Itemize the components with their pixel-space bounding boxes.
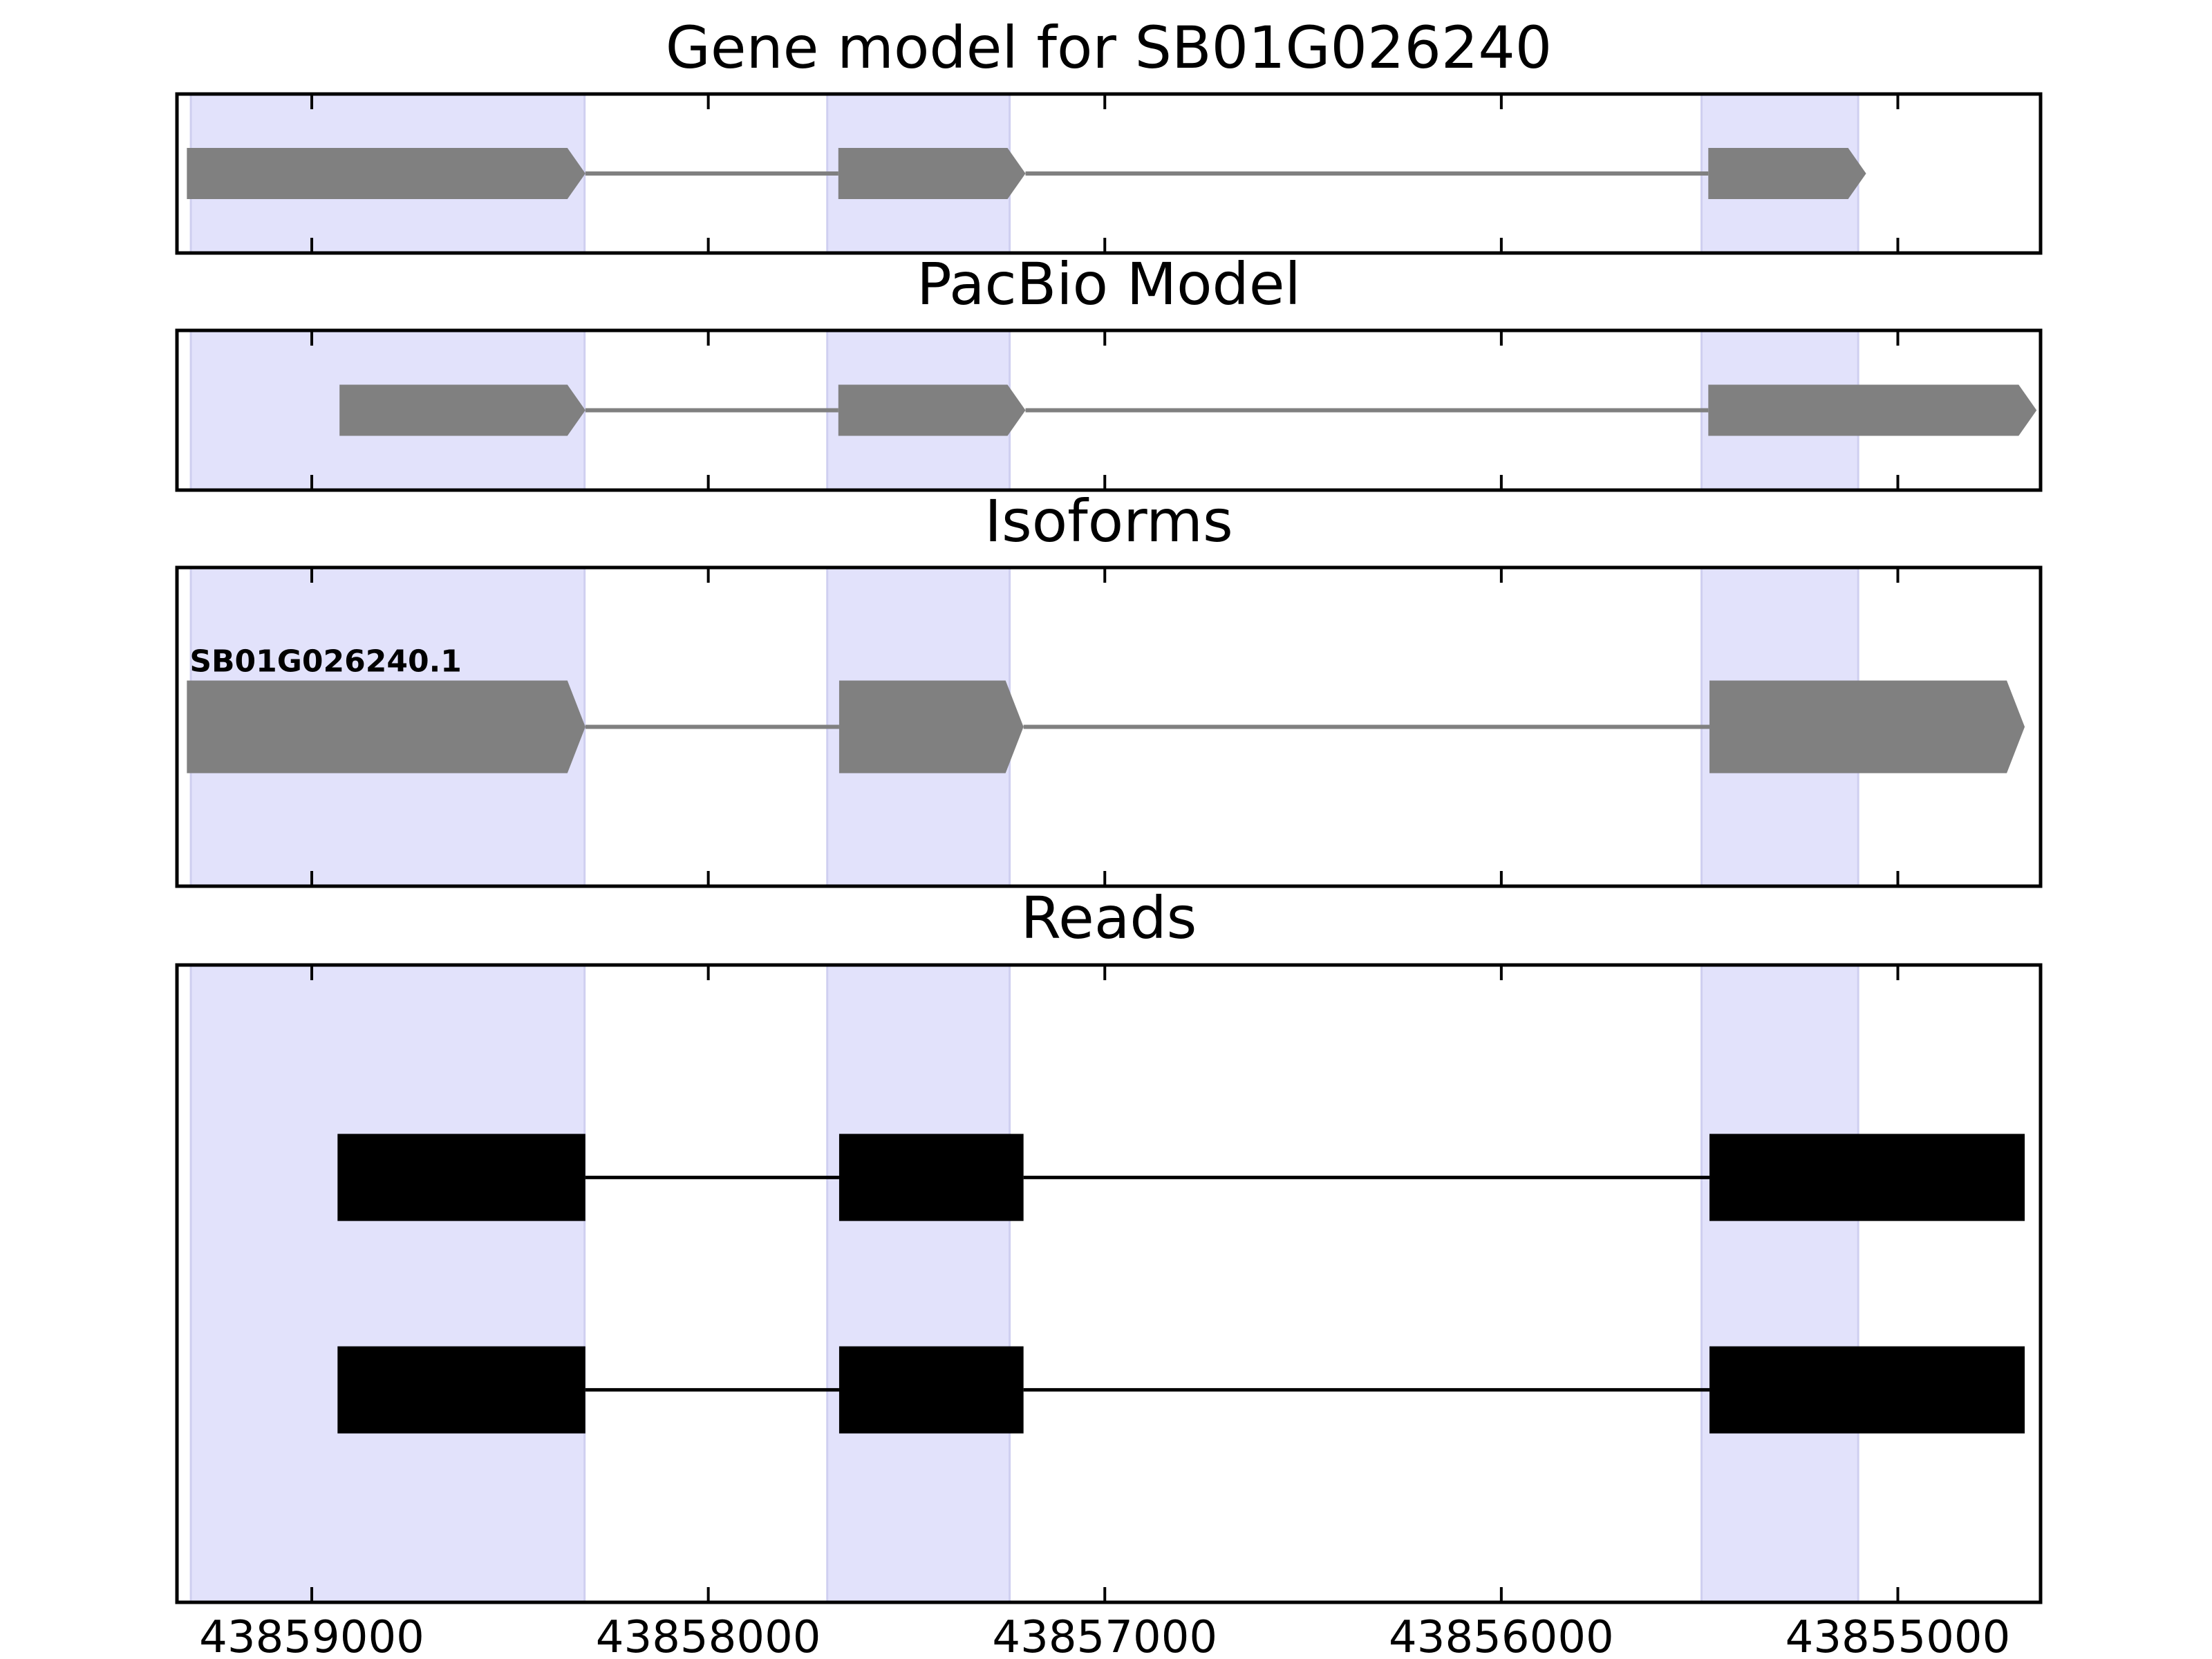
- reads-frame: [175, 963, 2043, 1604]
- x-tick-label: 43856000: [1389, 1612, 1614, 1659]
- exon-arrow: [187, 148, 585, 199]
- x-tick-label: 43859000: [199, 1612, 424, 1659]
- gene-model-frame: [175, 92, 2043, 255]
- gene-model-title: Gene model for SB01G026240: [666, 14, 1552, 82]
- reads-title: Reads: [1021, 884, 1197, 952]
- transcript-model: SB01G026240.1: [187, 644, 2025, 774]
- x-tick-label: 43857000: [992, 1612, 1217, 1659]
- isoforms-title: Isoforms: [984, 487, 1233, 555]
- read-exon-block: [838, 1346, 1024, 1434]
- highlight-region: [1700, 964, 1859, 1604]
- pacbio-model-panel: PacBio Model: [175, 250, 2043, 492]
- exon-arrow: [1708, 148, 1866, 199]
- read-track: [337, 1346, 2025, 1434]
- exon-arrow: [1708, 384, 2037, 436]
- read-exon-block: [1709, 1346, 2025, 1434]
- read-exon-block: [337, 1134, 585, 1221]
- isoforms-panel: Isoforms SB01G026240.1: [175, 487, 2043, 888]
- reads-panel: Reads: [175, 884, 2043, 1604]
- read-exon-block: [1709, 1134, 2025, 1221]
- exon-arrow: [187, 680, 585, 774]
- pacbio-model-title: PacBio Model: [917, 250, 1301, 318]
- highlight-region: [189, 964, 586, 1604]
- isoform-label: SB01G026240.1: [189, 644, 462, 679]
- read-exon-block: [838, 1134, 1024, 1221]
- transcript-model: [187, 148, 1866, 199]
- x-tick-label: 43858000: [596, 1612, 821, 1659]
- exon-arrow: [339, 384, 585, 436]
- transcript-model: [339, 384, 2037, 436]
- x-axis: 43859000 43858000 43857000 43856000 43855000: [199, 1612, 2010, 1659]
- exon-arrow: [838, 384, 1026, 436]
- gene-model-panel: Gene model for SB01G026240: [175, 14, 2043, 255]
- highlight-region: [826, 964, 1011, 1604]
- exon-arrow: [1709, 680, 2025, 774]
- read-exon-block: [337, 1346, 585, 1434]
- pacbio-model-frame: [175, 328, 2043, 492]
- x-tick-label: 43855000: [1785, 1612, 2011, 1659]
- isoforms-frame: [175, 565, 2043, 888]
- read-track: [337, 1134, 2025, 1221]
- exon-arrow: [838, 148, 1026, 199]
- exon-arrow: [838, 680, 1024, 774]
